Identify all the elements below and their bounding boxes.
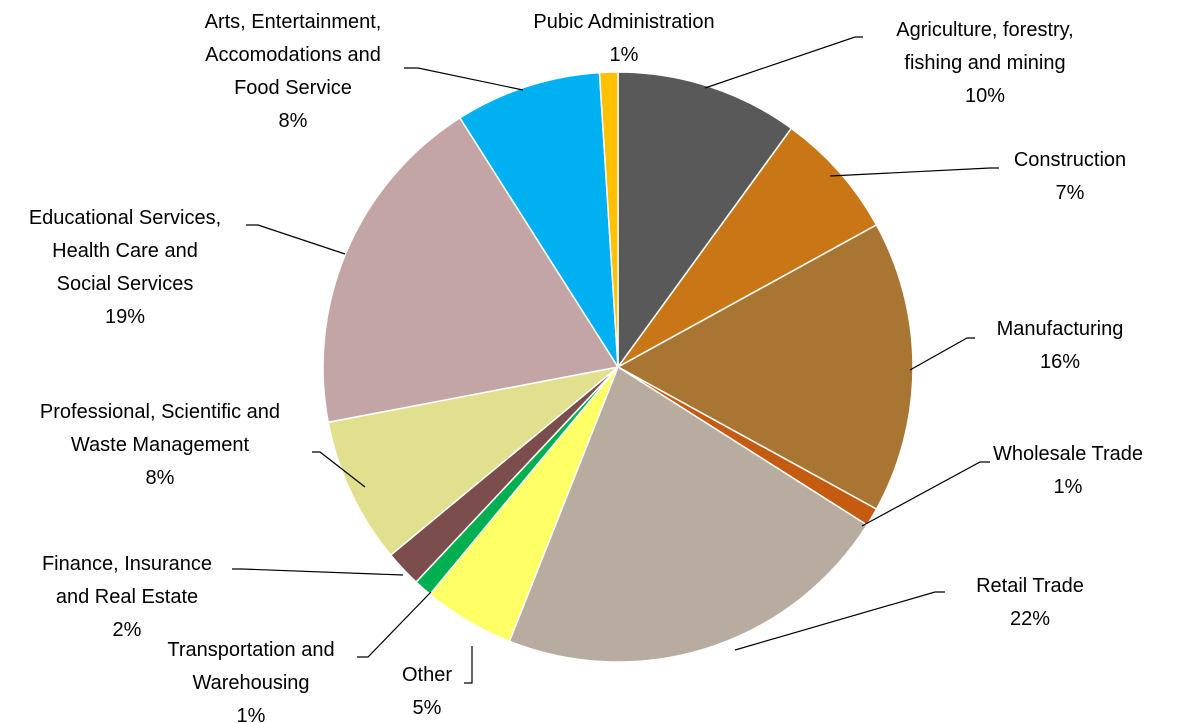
pie-slice-8	[327, 366, 619, 557]
slice-label-8: Professional, Scientific and Waste Manage…	[40, 401, 280, 489]
slice-label-11: Pubic Administration 1%	[533, 11, 714, 66]
slice-label-line: Social Services	[57, 273, 194, 295]
slice-label-line: Professional, Scientific and	[40, 401, 280, 423]
slice-label-2: Manufacturing 16%	[997, 318, 1124, 373]
slice-label-9: Educational Services, Health Care and Soci…	[29, 207, 221, 328]
slice-labels: Agriculture, forestry, fishing and mining…	[29, 11, 1143, 723]
slice-label-line: Transportation and	[167, 639, 334, 661]
slice-label-line: Pubic Administration	[533, 11, 714, 33]
slice-label-0: Agriculture, forestry, fishing and mining…	[896, 19, 1073, 107]
slice-label-7: Finance, Insurance and Real Estate 2%	[42, 553, 212, 641]
pie-slice-4	[508, 365, 869, 663]
slice-label-line: Warehousing	[192, 672, 309, 694]
slice-percent: 1%	[610, 44, 639, 66]
slice-label-line: fishing and mining	[904, 52, 1065, 74]
leader-line-4	[734, 591, 945, 651]
pie-slice-10	[458, 71, 619, 368]
slice-percent: 1%	[1054, 476, 1083, 498]
slice-percent: 16%	[1040, 351, 1080, 373]
pie-slice-1	[617, 127, 878, 368]
slice-percent: 10%	[965, 85, 1005, 107]
pie-slice-9	[322, 116, 620, 424]
slice-percent: 8%	[279, 110, 308, 132]
slice-label-line: Agriculture, forestry,	[896, 19, 1073, 41]
pie-slice-2	[616, 223, 914, 511]
slice-label-10: Arts, Entertainment, Accomodations and Foo…	[205, 11, 382, 132]
leader-line-1	[829, 167, 999, 177]
slice-label-line: Other	[402, 664, 452, 686]
leader-line-7	[232, 568, 404, 576]
slice-label-line: Arts, Entertainment,	[205, 11, 382, 33]
slice-percent: 8%	[146, 467, 175, 489]
slice-label-line: Finance, Insurance	[42, 553, 212, 575]
slice-label-4: Retail Trade 22%	[976, 575, 1084, 630]
slice-percent: 1%	[237, 705, 266, 723]
leader-lines	[232, 36, 999, 684]
slice-label-1: Construction 7%	[1014, 149, 1126, 204]
slice-percent: 7%	[1056, 182, 1085, 204]
pie-slices	[322, 71, 914, 663]
slice-label-line: Retail Trade	[976, 575, 1084, 597]
leader-line-2	[909, 337, 975, 371]
slice-label-line: Manufacturing	[997, 318, 1124, 340]
slice-label-3: Wholesale Trade 1%	[993, 443, 1143, 498]
slice-label-line: Food Service	[234, 77, 352, 99]
slice-label-line: Accomodations and	[205, 44, 381, 66]
leader-line-10	[404, 67, 524, 91]
leader-line-8	[312, 451, 366, 488]
slice-percent: 19%	[105, 306, 145, 328]
pie-slice-11	[598, 71, 619, 368]
leader-line-5	[464, 646, 473, 684]
slice-label-line: Educational Services,	[29, 207, 221, 229]
slice-label-line: Construction	[1014, 149, 1126, 171]
slice-label-line: and Real Estate	[56, 586, 198, 608]
slice-label-line: Waste Management	[71, 434, 250, 456]
leader-line-0	[704, 36, 863, 89]
slice-percent: 22%	[1010, 608, 1050, 630]
slice-label-line: Wholesale Trade	[993, 443, 1143, 465]
slice-label-line: Health Care and	[52, 240, 198, 262]
slice-percent: 2%	[113, 619, 142, 641]
slice-percent: 5%	[413, 697, 442, 719]
leader-line-9	[246, 224, 346, 255]
slice-label-6: Transportation and Warehousing 1%	[167, 639, 334, 723]
leader-line-3	[861, 461, 990, 527]
leader-line-6	[357, 591, 432, 658]
slice-label-5: Other 5%	[402, 664, 452, 719]
